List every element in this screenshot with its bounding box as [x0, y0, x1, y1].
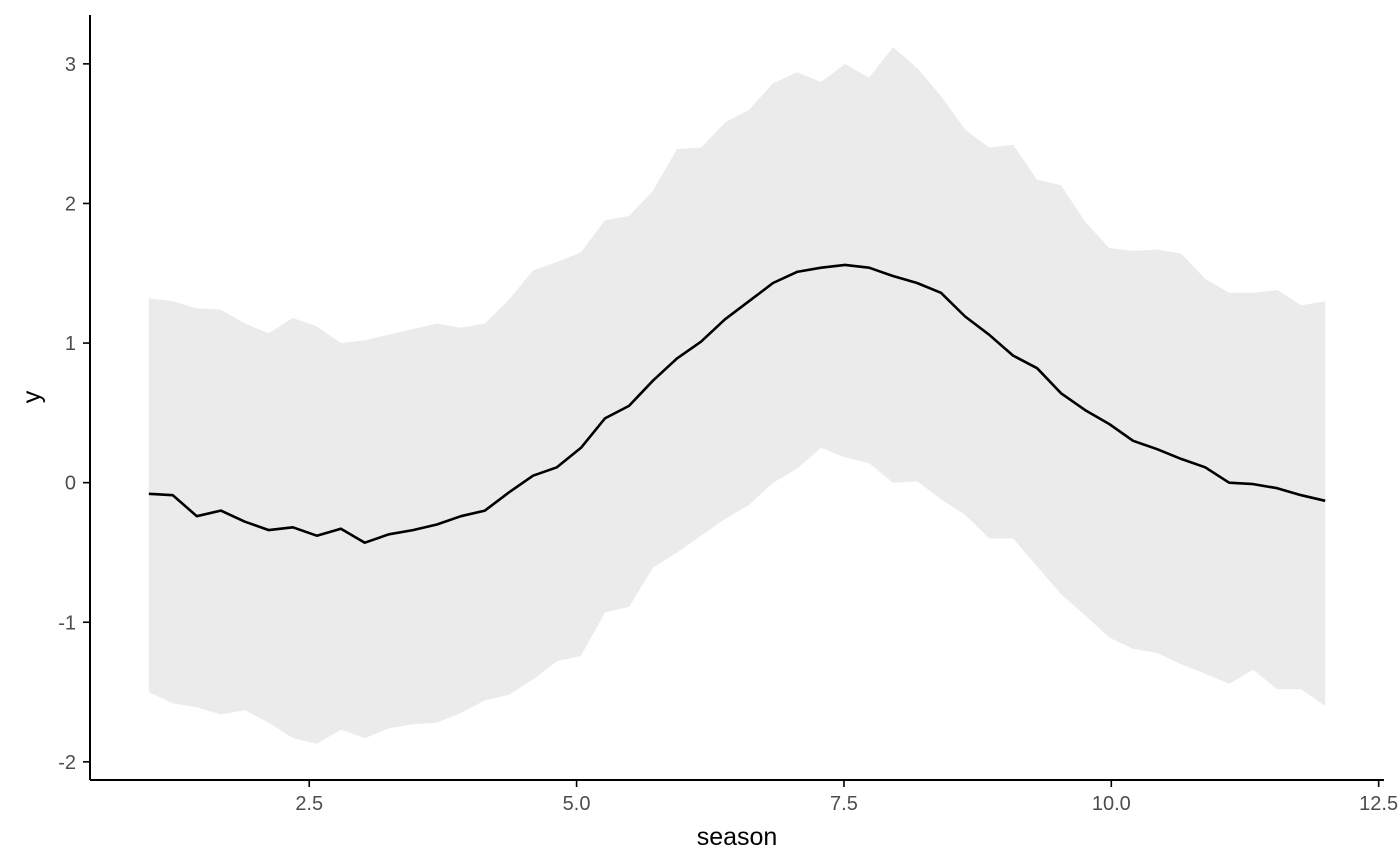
x-tick-label: 10.0 — [1092, 793, 1131, 815]
x-tick-label: 2.5 — [295, 793, 323, 815]
y-axis-title: y — [18, 390, 46, 403]
x-tick-label: 7.5 — [830, 793, 858, 815]
y-tick-label: 0 — [65, 473, 76, 495]
series-line — [148, 263, 1326, 545]
y-tick-label: 1 — [65, 333, 76, 355]
series-line-layer — [148, 263, 1326, 545]
x-tick-label: 12.5 — [1359, 793, 1398, 815]
confidence-ribbon-layer — [148, 47, 1326, 744]
x-ticks: 2.5 5.0 7.5 10.0 12.5 — [295, 780, 1398, 815]
confidence-ribbon — [148, 47, 1326, 744]
axes — [89, 15, 1384, 781]
y-tick-label: 3 — [65, 54, 76, 76]
x-axis-title: season — [697, 823, 778, 851]
y-tick-label: 2 — [65, 193, 76, 215]
x-tick-label: 5.0 — [563, 793, 591, 815]
y-tick-label: -2 — [58, 752, 76, 774]
y-tick-label: -1 — [58, 612, 76, 634]
y-ticks: -2 -1 0 1 2 3 — [58, 54, 90, 774]
